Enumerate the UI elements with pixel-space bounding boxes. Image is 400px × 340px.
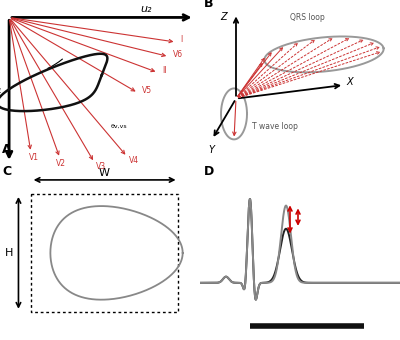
Text: QRS loop: QRS loop	[290, 13, 325, 22]
Text: V5: V5	[142, 86, 152, 95]
Text: V4: V4	[129, 156, 139, 165]
Text: V2: V2	[56, 159, 66, 168]
Text: D: D	[204, 165, 214, 178]
Text: V6: V6	[173, 50, 183, 59]
Text: C: C	[2, 165, 11, 178]
Text: T wave loop: T wave loop	[252, 122, 298, 131]
Text: I: I	[180, 35, 182, 44]
Text: u₂: u₂	[140, 4, 152, 14]
Text: H: H	[5, 248, 14, 258]
Text: V3: V3	[96, 162, 106, 171]
Text: θv,vs: θv,vs	[111, 124, 128, 129]
Text: W: W	[99, 168, 110, 178]
Text: A: A	[2, 143, 12, 156]
Text: II: II	[162, 66, 166, 75]
Text: u₁: u₁	[0, 85, 2, 95]
Text: X: X	[346, 77, 353, 87]
Text: Z: Z	[220, 12, 227, 22]
Text: B: B	[204, 0, 214, 10]
Text: V1: V1	[29, 153, 39, 162]
Text: Y: Y	[208, 145, 214, 155]
